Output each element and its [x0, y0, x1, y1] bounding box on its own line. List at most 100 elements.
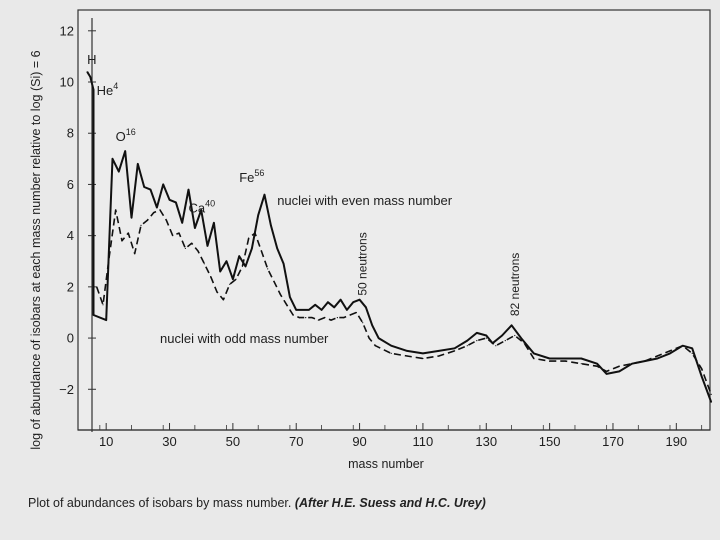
data-point	[89, 76, 91, 78]
data-point	[390, 345, 392, 347]
series-line-even	[86, 71, 713, 403]
data-point	[165, 219, 167, 221]
data-point	[359, 299, 361, 301]
data-point	[495, 345, 497, 347]
x-tick-label: 50	[226, 434, 240, 449]
data-point	[295, 309, 297, 311]
data-point	[321, 309, 323, 311]
data-point	[710, 393, 712, 395]
data-point	[346, 309, 348, 311]
data-point	[86, 71, 88, 73]
data-point	[324, 317, 326, 319]
data-point	[213, 222, 215, 224]
y-tick-label: −2	[59, 382, 74, 397]
data-point	[286, 304, 288, 306]
data-point	[267, 268, 269, 270]
y-tick-label: 12	[60, 23, 74, 38]
data-point	[235, 278, 237, 280]
data-point	[355, 311, 357, 314]
data-point	[270, 224, 272, 226]
data-point	[368, 337, 370, 339]
data-point	[618, 365, 620, 367]
data-point	[134, 253, 136, 255]
data-point	[241, 265, 243, 267]
data-point	[115, 209, 117, 211]
data-point	[476, 340, 478, 342]
data-point	[504, 340, 506, 342]
data-point	[184, 247, 186, 249]
series-label: nuclei with odd mass number	[160, 331, 329, 346]
data-point	[273, 281, 275, 283]
data-point	[564, 357, 567, 360]
data-point	[701, 368, 703, 370]
data-point	[374, 345, 376, 347]
y-axis-label: log of abundance of isobars at each mass…	[29, 50, 43, 449]
data-point	[292, 314, 294, 316]
data-point	[606, 373, 608, 375]
data-point	[691, 352, 693, 354]
data-point	[225, 260, 228, 262]
data-point	[701, 375, 703, 378]
data-point	[283, 263, 285, 265]
data-point	[311, 317, 313, 319]
data-point	[669, 352, 671, 354]
data-point	[549, 360, 551, 362]
data-point	[336, 317, 338, 319]
data-point	[314, 304, 316, 306]
y-tick-label: 2	[67, 279, 74, 294]
data-point	[102, 304, 104, 306]
data-point	[194, 227, 196, 229]
data-point	[127, 232, 129, 234]
caption-text: Plot of abundances of isobars by mass nu…	[28, 496, 292, 510]
annotation-label: He4	[97, 81, 119, 98]
data-point	[669, 350, 671, 352]
data-point	[390, 352, 392, 354]
data-point	[533, 357, 535, 360]
data-point	[254, 232, 256, 234]
data-point	[143, 186, 145, 188]
data-point	[606, 370, 608, 372]
data-point	[406, 355, 408, 357]
axes: 12 10 8 6 4 2 0 −2 10 30 50 70 90 110 130 150 170 190	[59, 18, 710, 449]
y-tick-label: 10	[60, 75, 74, 90]
data-point	[137, 163, 139, 165]
data-point	[476, 332, 478, 334]
data-point	[656, 355, 658, 357]
data-point	[92, 89, 95, 91]
data-point	[501, 334, 503, 337]
series-line-odd	[95, 209, 712, 395]
data-point	[691, 347, 693, 349]
x-tick-label: 110	[413, 434, 434, 449]
data-point	[656, 357, 658, 360]
plot-area	[77, 9, 711, 431]
data-point	[251, 247, 253, 249]
data-point	[191, 242, 193, 244]
data-point	[210, 276, 212, 278]
data-point	[511, 324, 513, 326]
data-point	[187, 189, 190, 191]
data-point	[206, 245, 209, 247]
x-tick-label: 190	[665, 434, 687, 449]
annotation-label: 50 neutrons	[356, 232, 370, 295]
data-point	[549, 357, 551, 360]
data-point	[466, 345, 468, 347]
data-point	[682, 345, 684, 347]
data-point	[352, 301, 354, 303]
data-point	[175, 201, 177, 203]
data-point	[229, 283, 231, 285]
x-axis-label: mass number	[348, 457, 424, 471]
data-point	[644, 360, 646, 362]
data-point	[289, 296, 291, 298]
y-tick-label: 6	[67, 177, 74, 192]
data-point	[520, 337, 522, 339]
data-point	[105, 319, 107, 321]
data-point	[260, 250, 262, 252]
data-point	[327, 301, 329, 303]
data-point	[197, 250, 199, 252]
x-tick-label: 30	[162, 434, 176, 449]
figure-caption: Plot of abundances of isobars by mass nu…	[28, 496, 708, 510]
data-point	[108, 255, 110, 257]
annotation-label: 82 neutrons	[508, 253, 522, 316]
data-point	[111, 158, 114, 160]
